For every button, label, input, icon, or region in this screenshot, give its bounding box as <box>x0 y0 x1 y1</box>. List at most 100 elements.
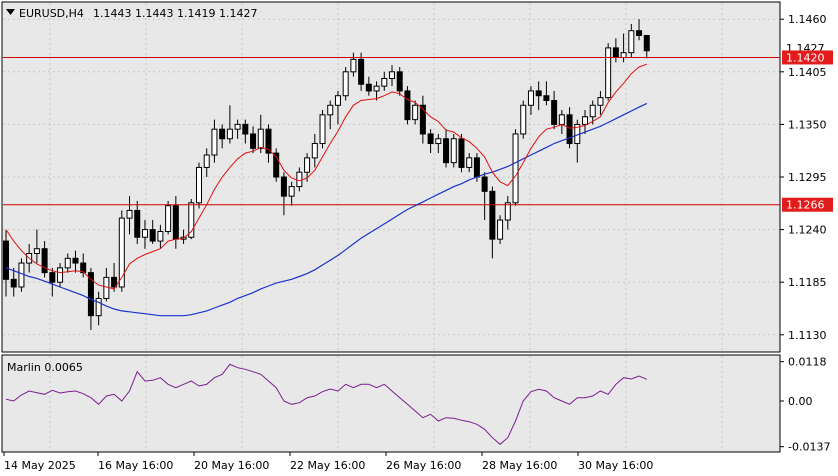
candle-body-bull <box>605 47 612 99</box>
candle <box>520 100 527 139</box>
candle <box>334 90 341 125</box>
candle-body-bear <box>543 95 550 101</box>
candle-body-bear <box>111 276 118 288</box>
candle-body-bull <box>504 202 511 221</box>
candle <box>64 253 71 273</box>
candle <box>396 67 403 96</box>
time-tick-label: 14 May 2025 <box>4 459 76 472</box>
candle <box>327 100 334 130</box>
candle-body-bull <box>450 138 457 164</box>
indicator-panel: Marlin 0.0065 0.0118 0.00 -0.0137 <box>1 354 830 454</box>
oscillator-line <box>5 363 647 445</box>
candle <box>342 67 349 101</box>
time-axis: 14 May 2025 16 May 16:00 20 May 16:00 22 Ma… <box>3 452 653 472</box>
candle-body-bull <box>381 78 388 87</box>
candle-body-bull <box>33 248 40 255</box>
candle-body-bull <box>157 231 164 242</box>
candle <box>242 119 249 144</box>
level-price-tag <box>782 197 833 212</box>
candles <box>3 19 650 331</box>
candle-body-bull <box>582 116 588 125</box>
candle <box>543 81 550 106</box>
candle <box>203 148 210 177</box>
candle-body-bear <box>396 71 403 92</box>
indicator-panel-background <box>1 354 781 453</box>
indicator-grid <box>49 356 723 451</box>
candle-body-bull <box>203 154 210 168</box>
candle <box>72 250 79 273</box>
candle <box>365 76 372 96</box>
candle <box>551 90 558 130</box>
candle-body-bear <box>172 205 179 240</box>
candle-body-bull <box>466 157 473 168</box>
candle-body-bull <box>296 171 303 188</box>
candle <box>18 258 25 292</box>
triangle-down-icon[interactable] <box>6 9 15 15</box>
candle-body-bull <box>620 52 627 58</box>
time-tick-label: 30 May 16:00 <box>578 459 653 472</box>
candle <box>10 267 17 297</box>
candle-body-bull <box>558 114 565 125</box>
candle-body-bull <box>288 186 295 197</box>
candle <box>605 43 612 101</box>
candle <box>196 162 202 209</box>
candle-body-bear <box>481 176 488 192</box>
current-price-tag <box>782 43 833 54</box>
candle-body-bear <box>242 123 249 135</box>
candle-body-bear <box>473 157 480 178</box>
candle <box>149 220 156 244</box>
candle-body-bull <box>18 262 25 288</box>
level-price-tag <box>782 50 833 65</box>
candle-body-bull <box>95 297 102 317</box>
candle <box>404 86 411 125</box>
time-tick-label: 16 May 16:00 <box>98 459 173 472</box>
candle-body-bull <box>257 128 264 149</box>
candle-body-bull <box>512 133 519 204</box>
candle <box>188 198 195 240</box>
indicator-label: Marlin 0.0065 <box>7 361 83 374</box>
time-tick-label: 20 May 16:00 <box>194 459 269 472</box>
candle-body-bull <box>334 95 341 106</box>
indicator-axis: 0.0118 0.00 -0.0137 <box>780 356 830 454</box>
candle-body-bull <box>126 209 133 219</box>
candle <box>304 153 311 182</box>
candle <box>597 90 604 115</box>
candle <box>280 172 287 216</box>
candle-body-bear <box>149 229 156 242</box>
price-tick-label: 1.1185 <box>788 276 827 289</box>
candle-body-bull <box>226 128 233 140</box>
candle-body-bear <box>87 272 94 317</box>
candle-body-bull <box>304 157 311 173</box>
price-tick-label: 1.1460 <box>788 13 827 26</box>
chart-header: EURUSD,H4 1.1443 1.1443 1.1419 1.1427 <box>6 7 257 20</box>
candle-body-bull <box>141 229 148 238</box>
candle <box>111 263 118 292</box>
candle <box>458 133 465 173</box>
candle <box>265 124 272 163</box>
symbol-timeframe-label: EURUSD,H4 <box>19 7 84 20</box>
candle <box>381 71 388 91</box>
candle <box>427 129 434 154</box>
candle-body-bear <box>41 248 48 274</box>
candle <box>49 267 56 297</box>
candle-body-bear <box>3 240 9 280</box>
indicator-tick-label: 0.00 <box>788 395 813 408</box>
time-tick-label: 26 May 16:00 <box>386 459 461 472</box>
candle <box>497 215 504 244</box>
candle <box>636 19 643 41</box>
candle-body-bear <box>535 90 542 97</box>
candle-body-bull <box>211 128 218 156</box>
candle-body-bear <box>250 133 257 149</box>
candle-body-bear <box>458 138 465 168</box>
candle-body-bull <box>57 267 64 283</box>
candle-body-bear <box>551 99 558 125</box>
candle-body-bull <box>196 166 202 204</box>
level-price-label: 1.1420 <box>786 51 825 64</box>
candle <box>628 23 635 58</box>
candle-body-bull <box>527 90 534 106</box>
candle-body-bull <box>435 138 442 145</box>
fast-moving-average-line <box>5 63 647 290</box>
